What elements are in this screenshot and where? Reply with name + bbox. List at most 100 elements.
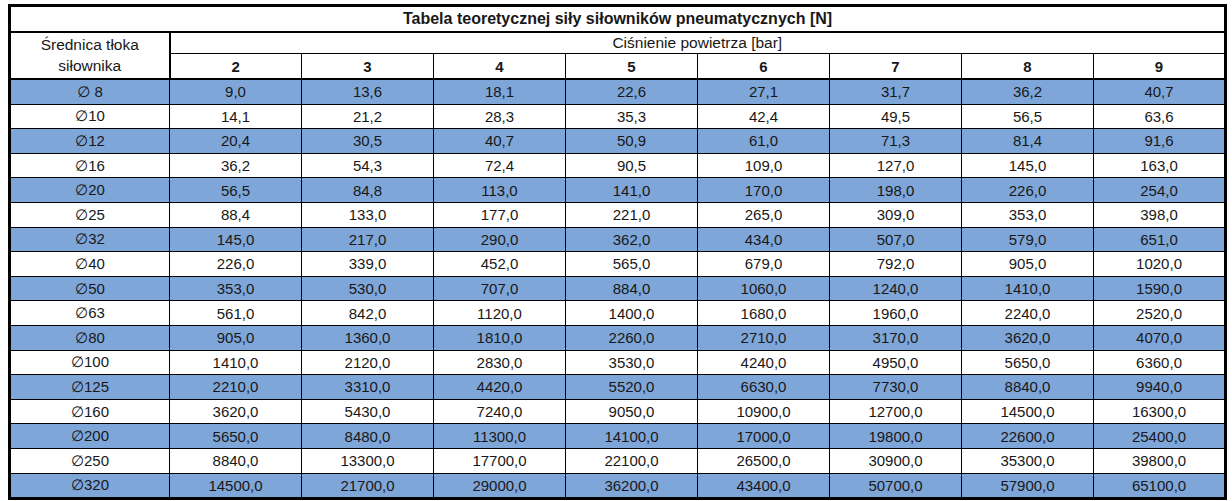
force-value-cell: 339,0 [302, 252, 434, 277]
force-value-cell: 14,1 [170, 104, 302, 129]
force-value-cell: 36,2 [962, 79, 1094, 104]
row-label-diameter: ∅320 [10, 473, 170, 499]
force-value-cell: 792,0 [830, 252, 962, 277]
force-value-cell: 30900,0 [830, 448, 962, 473]
force-value-cell: 507,0 [830, 227, 962, 252]
force-value-cell: 56,5 [962, 104, 1094, 129]
force-value-cell: 22600,0 [962, 424, 1094, 449]
force-value-cell: 4070,0 [1094, 325, 1226, 350]
force-value-cell: 54,3 [302, 153, 434, 178]
row-label-diameter: ∅ 8 [10, 79, 170, 104]
table-row: ∅2005650,08480,011300,014100,017000,0198… [10, 424, 1226, 449]
force-value-cell: 13,6 [302, 79, 434, 104]
force-value-cell: 14500,0 [962, 399, 1094, 424]
force-value-cell: 1360,0 [302, 325, 434, 350]
row-label-diameter: ∅40 [10, 252, 170, 277]
force-value-cell: 31,7 [830, 79, 962, 104]
force-value-cell: 2260,0 [566, 325, 698, 350]
force-value-cell: 1410,0 [170, 350, 302, 375]
row-label-diameter: ∅160 [10, 399, 170, 424]
pressure-column-header: 5 [566, 54, 698, 80]
force-value-cell: 113,0 [434, 178, 566, 203]
force-value-cell: 1410,0 [962, 276, 1094, 301]
document-sheet: Tabela teoretycznej siły siłowników pneu… [0, 0, 1232, 501]
force-value-cell: 3620,0 [962, 325, 1094, 350]
force-value-cell: 884,0 [566, 276, 698, 301]
force-value-cell: 1960,0 [830, 301, 962, 326]
table-row: ∅32014500,021700,029000,036200,043400,05… [10, 473, 1226, 499]
table-row: ∅40226,0339,0452,0565,0679,0792,0905,010… [10, 252, 1226, 277]
table-row: ∅2056,584,8113,0141,0170,0198,0226,0254,… [10, 178, 1226, 203]
force-value-cell: 43400,0 [698, 473, 830, 499]
force-value-cell: 198,0 [830, 178, 962, 203]
force-value-cell: 561,0 [170, 301, 302, 326]
force-value-cell: 81,4 [962, 129, 1094, 154]
force-value-cell: 226,0 [170, 252, 302, 277]
table-row: ∅1603620,05430,07240,09050,010900,012700… [10, 399, 1226, 424]
group-header-row: Średnica tłoka siłownika Ciśnienie powie… [10, 32, 1226, 54]
force-value-cell: 141,0 [566, 178, 698, 203]
force-value-cell: 40,7 [434, 129, 566, 154]
force-value-cell: 90,5 [566, 153, 698, 178]
force-value-cell: 39800,0 [1094, 448, 1226, 473]
force-value-cell: 10900,0 [698, 399, 830, 424]
force-value-cell: 5520,0 [566, 375, 698, 400]
force-value-cell: 13300,0 [302, 448, 434, 473]
force-value-cell: 4240,0 [698, 350, 830, 375]
force-value-cell: 42,4 [698, 104, 830, 129]
table-row: ∅80905,01360,01810,02260,02710,03170,036… [10, 325, 1226, 350]
force-value-cell: 217,0 [302, 227, 434, 252]
pressure-header-row: 23456789 [10, 54, 1226, 80]
table-row: ∅1252210,03310,04420,05520,06630,07730,0… [10, 375, 1226, 400]
force-value-cell: 6630,0 [698, 375, 830, 400]
force-value-cell: 26500,0 [698, 448, 830, 473]
force-value-cell: 145,0 [962, 153, 1094, 178]
force-value-cell: 353,0 [170, 276, 302, 301]
force-value-cell: 6360,0 [1094, 350, 1226, 375]
force-value-cell: 16300,0 [1094, 399, 1226, 424]
force-value-cell: 3530,0 [566, 350, 698, 375]
row-label-diameter: ∅63 [10, 301, 170, 326]
force-value-cell: 22100,0 [566, 448, 698, 473]
force-value-cell: 11300,0 [434, 424, 566, 449]
force-value-cell: 3170,0 [830, 325, 962, 350]
force-value-cell: 145,0 [170, 227, 302, 252]
force-value-cell: 57900,0 [962, 473, 1094, 499]
force-value-cell: 2830,0 [434, 350, 566, 375]
row-label-diameter: ∅10 [10, 104, 170, 129]
force-value-cell: 71,3 [830, 129, 962, 154]
row-label-diameter: ∅125 [10, 375, 170, 400]
pressure-column-header: 9 [1094, 54, 1226, 80]
force-value-cell: 1060,0 [698, 276, 830, 301]
force-value-cell: 30,5 [302, 129, 434, 154]
table-row: ∅50353,0530,0707,0884,01060,01240,01410,… [10, 276, 1226, 301]
force-value-cell: 2240,0 [962, 301, 1094, 326]
force-value-cell: 565,0 [566, 252, 698, 277]
table-body: ∅ 89,013,618,122,627,131,736,240,7∅1014,… [10, 79, 1226, 499]
table-row: ∅1001410,02120,02830,03530,04240,04950,0… [10, 350, 1226, 375]
force-value-cell: 4420,0 [434, 375, 566, 400]
force-value-cell: 2520,0 [1094, 301, 1226, 326]
row-label-diameter: ∅12 [10, 129, 170, 154]
force-value-cell: 133,0 [302, 202, 434, 227]
force-value-cell: 8840,0 [170, 448, 302, 473]
pressure-column-header: 3 [302, 54, 434, 80]
force-value-cell: 290,0 [434, 227, 566, 252]
table-title: Tabela teoretycznej siły siłowników pneu… [10, 6, 1226, 33]
force-value-cell: 18,1 [434, 79, 566, 104]
row-header-diameter: Średnica tłoka siłownika [10, 32, 170, 79]
force-value-cell: 61,0 [698, 129, 830, 154]
force-value-cell: 434,0 [698, 227, 830, 252]
force-value-cell: 35,3 [566, 104, 698, 129]
force-value-cell: 1120,0 [434, 301, 566, 326]
force-value-cell: 50,9 [566, 129, 698, 154]
table-row: ∅1636,254,372,490,5109,0127,0145,0163,0 [10, 153, 1226, 178]
row-label-diameter: ∅20 [10, 178, 170, 203]
force-value-cell: 8480,0 [302, 424, 434, 449]
table-row: ∅1220,430,540,750,961,071,381,491,6 [10, 129, 1226, 154]
force-value-cell: 19800,0 [830, 424, 962, 449]
force-value-cell: 7730,0 [830, 375, 962, 400]
force-value-cell: 36,2 [170, 153, 302, 178]
force-value-cell: 27,1 [698, 79, 830, 104]
force-value-cell: 35300,0 [962, 448, 1094, 473]
